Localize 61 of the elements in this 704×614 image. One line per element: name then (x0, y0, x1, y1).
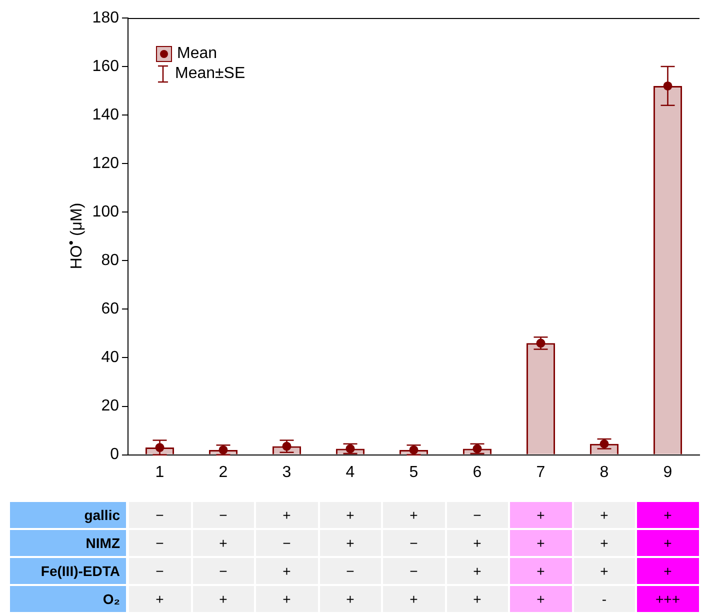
text: O₂ (10, 586, 126, 612)
x-tick-label: 3 (282, 464, 292, 481)
x-tick-label: 9 (663, 464, 672, 481)
text: +++ (637, 586, 698, 612)
text: + (256, 502, 318, 528)
x-tick-label: 6 (472, 464, 482, 481)
text: − (383, 530, 444, 556)
y-tick-label: 180 (92, 9, 120, 26)
text: + (446, 530, 508, 556)
y-tick-label: 100 (92, 204, 120, 221)
text: + (192, 530, 254, 556)
x-tick-label: 5 (409, 464, 418, 481)
text: + (637, 558, 698, 584)
text: + (637, 502, 698, 528)
text: + (256, 558, 318, 584)
text: − (383, 558, 444, 584)
text: + (383, 502, 444, 528)
text: + (383, 586, 444, 612)
x-tick-label: 2 (218, 464, 228, 481)
text: + (637, 530, 698, 556)
text: + (256, 586, 318, 612)
x-tick-label: 4 (346, 464, 355, 481)
annotation: Mean±SE (175, 64, 246, 84)
text: + (510, 586, 572, 612)
y-tick-label: 40 (101, 349, 120, 366)
text: + (574, 502, 635, 528)
y-tick-label: 60 (101, 300, 120, 318)
text: − (256, 530, 318, 556)
text: Fe(III)-EDTA (10, 558, 126, 584)
text: + (192, 586, 254, 612)
text: − (129, 530, 190, 556)
y-tick-label: 80 (101, 252, 120, 270)
text: + (320, 530, 381, 556)
x-tick-label: 7 (536, 464, 546, 481)
text: + (510, 502, 572, 528)
text: + (320, 586, 381, 612)
text: + (574, 530, 635, 556)
y-tick-label: 20 (101, 398, 120, 415)
text: − (320, 558, 381, 584)
y-tick-label: 140 (92, 106, 120, 124)
text: + (446, 586, 508, 612)
text: − (446, 502, 508, 528)
text: + (446, 558, 508, 584)
text: gallic (10, 502, 126, 528)
text: − (192, 502, 254, 528)
text: + (510, 558, 572, 584)
text: − (192, 558, 254, 584)
text: + (320, 502, 381, 528)
x-tick-label: 1 (155, 464, 164, 481)
text: + (129, 586, 190, 612)
text: + (574, 558, 635, 584)
y-tick-label: 160 (92, 58, 120, 75)
text: NIMZ (10, 530, 126, 556)
y-tick-label: 120 (92, 155, 120, 172)
text: + (510, 530, 572, 556)
text: - (574, 586, 635, 612)
legend-label: Mean (177, 44, 218, 64)
y-tick-label: 0 (110, 446, 120, 464)
x-tick-label: 8 (600, 464, 609, 481)
text: − (129, 502, 190, 528)
text: − (129, 558, 190, 584)
